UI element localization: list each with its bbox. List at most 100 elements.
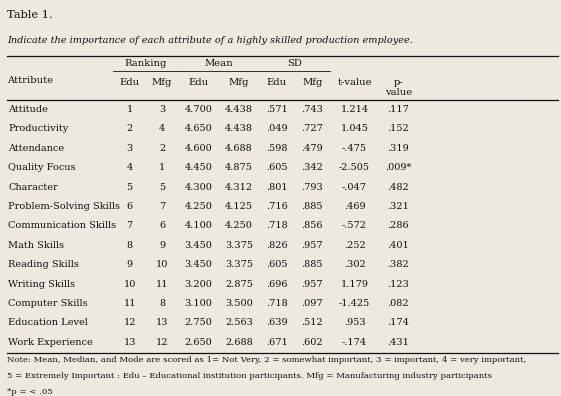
Text: .382: .382 <box>388 260 409 269</box>
Text: .957: .957 <box>301 280 323 289</box>
Text: 3.450: 3.450 <box>185 260 213 269</box>
Text: p-
value: p- value <box>385 78 412 97</box>
Text: 2: 2 <box>159 144 165 153</box>
Text: Edu: Edu <box>119 78 140 87</box>
Text: Character: Character <box>8 183 58 192</box>
Text: .049: .049 <box>266 124 288 133</box>
Text: Attitude: Attitude <box>8 105 48 114</box>
Text: 3.375: 3.375 <box>225 241 253 250</box>
Text: Work Experience: Work Experience <box>8 338 93 347</box>
Text: t-value: t-value <box>337 78 372 87</box>
Text: .885: .885 <box>301 202 323 211</box>
Text: .286: .286 <box>388 221 409 230</box>
Text: 8: 8 <box>159 299 165 308</box>
Text: 4.650: 4.650 <box>185 124 213 133</box>
Text: -.174: -.174 <box>342 338 367 347</box>
Text: .482: .482 <box>388 183 409 192</box>
Text: .319: .319 <box>388 144 409 153</box>
Text: .605: .605 <box>266 260 288 269</box>
Text: 4.875: 4.875 <box>225 163 253 172</box>
Text: 12: 12 <box>156 338 168 347</box>
Text: Mean: Mean <box>204 59 233 68</box>
Text: 2.650: 2.650 <box>185 338 213 347</box>
Text: .152: .152 <box>388 124 409 133</box>
Text: 4.438: 4.438 <box>225 105 253 114</box>
Text: 1.045: 1.045 <box>341 124 369 133</box>
Text: .252: .252 <box>344 241 365 250</box>
Text: 3: 3 <box>159 105 165 114</box>
Text: .696: .696 <box>266 280 288 289</box>
Text: .082: .082 <box>388 299 409 308</box>
Text: 4.300: 4.300 <box>185 183 213 192</box>
Text: 2.688: 2.688 <box>225 338 253 347</box>
Text: .639: .639 <box>266 318 288 327</box>
Text: .174: .174 <box>388 318 409 327</box>
Text: Math Skills: Math Skills <box>8 241 65 250</box>
Text: Computer Skills: Computer Skills <box>8 299 88 308</box>
Text: 11: 11 <box>156 280 168 289</box>
Text: .602: .602 <box>301 338 323 347</box>
Text: Edu: Edu <box>267 78 287 87</box>
Text: .727: .727 <box>301 124 323 133</box>
Text: .718: .718 <box>266 221 288 230</box>
Text: .716: .716 <box>266 202 288 211</box>
Text: 1: 1 <box>159 163 165 172</box>
Text: 6: 6 <box>159 221 165 230</box>
Text: Mfg: Mfg <box>229 78 249 87</box>
Text: -1.425: -1.425 <box>339 299 370 308</box>
Text: Problem-Solving Skills: Problem-Solving Skills <box>8 202 121 211</box>
Text: Education Level: Education Level <box>8 318 88 327</box>
Text: .117: .117 <box>388 105 409 114</box>
Text: .718: .718 <box>266 299 288 308</box>
Text: .479: .479 <box>301 144 323 153</box>
Text: -.475: -.475 <box>342 144 367 153</box>
Text: Edu: Edu <box>188 78 209 87</box>
Text: .469: .469 <box>344 202 365 211</box>
Text: 9: 9 <box>127 260 132 269</box>
Text: SD: SD <box>287 59 302 68</box>
Text: 10: 10 <box>123 280 136 289</box>
Text: .801: .801 <box>266 183 288 192</box>
Text: 13: 13 <box>156 318 168 327</box>
Text: Mfg: Mfg <box>302 78 323 87</box>
Text: -.572: -.572 <box>342 221 367 230</box>
Text: 4.125: 4.125 <box>225 202 253 211</box>
Text: 8: 8 <box>127 241 132 250</box>
Text: 2.875: 2.875 <box>225 280 253 289</box>
Text: .957: .957 <box>301 241 323 250</box>
Text: 4.600: 4.600 <box>185 144 213 153</box>
Text: .743: .743 <box>301 105 323 114</box>
Text: Quality Focus: Quality Focus <box>8 163 76 172</box>
Text: .321: .321 <box>388 202 409 211</box>
Text: .342: .342 <box>301 163 323 172</box>
Text: .123: .123 <box>388 280 409 289</box>
Text: -2.505: -2.505 <box>339 163 370 172</box>
Text: .826: .826 <box>266 241 288 250</box>
Text: 12: 12 <box>123 318 136 327</box>
Text: 3.100: 3.100 <box>185 299 213 308</box>
Text: .009*: .009* <box>385 163 412 172</box>
Text: 2.563: 2.563 <box>225 318 253 327</box>
Text: 11: 11 <box>123 299 136 308</box>
Text: 9: 9 <box>159 241 165 250</box>
Text: 3.450: 3.450 <box>185 241 213 250</box>
Text: 13: 13 <box>123 338 136 347</box>
Text: 3.500: 3.500 <box>225 299 253 308</box>
Text: 4: 4 <box>159 124 165 133</box>
Text: 4: 4 <box>126 163 133 172</box>
Text: .793: .793 <box>301 183 323 192</box>
Text: .885: .885 <box>301 260 323 269</box>
Text: 1: 1 <box>126 105 133 114</box>
Text: 2.750: 2.750 <box>185 318 213 327</box>
Text: 4.450: 4.450 <box>185 163 213 172</box>
Text: Indicate the importance of each attribute of a highly skilled production employe: Indicate the importance of each attribut… <box>7 36 412 45</box>
Text: Communication Skills: Communication Skills <box>8 221 117 230</box>
Text: 1.179: 1.179 <box>341 280 369 289</box>
Text: 10: 10 <box>156 260 168 269</box>
Text: 4.250: 4.250 <box>185 202 213 211</box>
Text: 4.700: 4.700 <box>185 105 213 114</box>
Text: Attribute: Attribute <box>7 76 53 85</box>
Text: 3.375: 3.375 <box>225 260 253 269</box>
Text: Note: Mean, Median, and Mode are scored as 1= Not Very, 2 = somewhat important, : Note: Mean, Median, and Mode are scored … <box>7 356 526 364</box>
Text: .097: .097 <box>301 299 323 308</box>
